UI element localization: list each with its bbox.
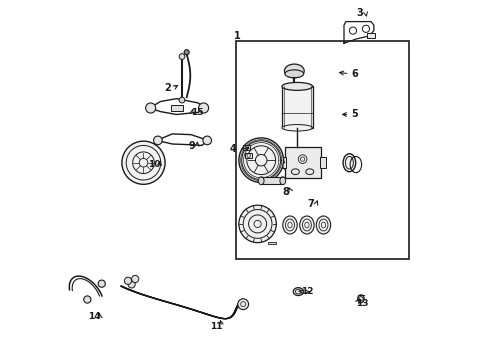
Circle shape [122, 141, 165, 184]
Bar [269, 242, 275, 244]
Bar [245, 153, 252, 158]
Circle shape [132, 275, 139, 283]
Text: 7: 7 [307, 199, 314, 210]
Text: 15: 15 [191, 108, 204, 117]
Text: 6: 6 [351, 69, 358, 79]
Text: 1: 1 [234, 31, 241, 41]
Bar [261, 177, 283, 184]
Ellipse shape [285, 70, 304, 78]
Ellipse shape [280, 177, 286, 185]
Ellipse shape [282, 82, 313, 90]
Text: 12: 12 [301, 287, 313, 296]
Text: 10: 10 [148, 160, 160, 169]
Circle shape [203, 136, 212, 145]
Bar [243, 145, 250, 150]
Bar [236, 41, 409, 259]
Ellipse shape [284, 64, 304, 78]
Text: 2: 2 [164, 83, 171, 93]
Circle shape [239, 138, 284, 183]
Circle shape [184, 50, 189, 55]
Circle shape [239, 205, 276, 243]
Text: 8: 8 [282, 186, 289, 197]
Circle shape [84, 296, 91, 303]
Bar [368, 33, 375, 38]
Text: 3: 3 [357, 8, 364, 18]
Ellipse shape [293, 288, 303, 296]
Text: 13: 13 [356, 299, 368, 307]
Ellipse shape [343, 154, 356, 172]
Circle shape [153, 136, 162, 145]
Circle shape [146, 103, 156, 113]
Text: 5: 5 [351, 109, 358, 120]
Ellipse shape [282, 125, 313, 131]
Ellipse shape [258, 177, 264, 185]
Text: 11: 11 [210, 323, 222, 331]
Circle shape [124, 277, 132, 284]
Bar [171, 105, 183, 111]
Circle shape [238, 299, 248, 310]
Circle shape [179, 97, 185, 103]
Text: 9: 9 [188, 141, 195, 151]
Circle shape [98, 280, 105, 287]
Ellipse shape [300, 216, 314, 234]
Bar [279, 157, 286, 168]
Circle shape [198, 103, 209, 113]
Ellipse shape [316, 216, 331, 234]
Text: 14: 14 [88, 312, 101, 321]
Bar [282, 86, 313, 128]
Circle shape [179, 54, 185, 59]
Text: 4: 4 [230, 144, 237, 154]
Circle shape [128, 281, 135, 288]
Bar [285, 148, 320, 178]
Ellipse shape [358, 295, 364, 303]
Ellipse shape [283, 216, 297, 234]
Bar [319, 157, 326, 168]
